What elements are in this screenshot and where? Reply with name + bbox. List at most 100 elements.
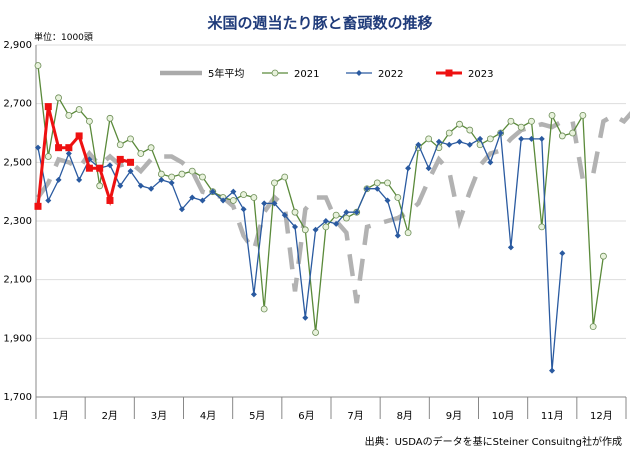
data-point (65, 112, 73, 119)
data-point (35, 144, 41, 151)
data-point (374, 185, 381, 192)
data-point (240, 191, 248, 199)
legend-label: 5年平均 (208, 67, 244, 80)
legend-label: 2021 (294, 69, 319, 80)
data-point (302, 314, 309, 321)
data-point (189, 194, 196, 201)
data-point (435, 138, 442, 145)
data-point (117, 182, 124, 189)
month-label: 3月 (151, 410, 167, 422)
data-point (127, 158, 135, 166)
legend-marker (271, 69, 279, 77)
data-point (518, 135, 525, 142)
data-point (137, 150, 145, 157)
data-point (404, 229, 412, 237)
data-point (466, 126, 474, 134)
data-point (44, 103, 52, 111)
data-point (85, 164, 93, 172)
data-point (178, 206, 185, 213)
y-tick-label: 2,100 (3, 275, 32, 286)
series-line (36, 106, 131, 207)
data-point (579, 112, 587, 119)
data-point (569, 129, 576, 137)
data-point (497, 130, 504, 136)
data-point (168, 179, 175, 186)
data-point (312, 226, 319, 233)
legend-label: 2023 (468, 69, 493, 80)
data-point (301, 226, 309, 234)
month-label: 7月 (347, 410, 363, 422)
data-point (363, 185, 370, 192)
data-point (456, 138, 463, 145)
data-point (549, 367, 556, 374)
data-point (517, 123, 525, 131)
month-label: 10月 (492, 410, 515, 422)
data-point (178, 170, 186, 178)
series-2023 (34, 103, 135, 210)
data-point (548, 112, 556, 119)
data-point (148, 185, 155, 192)
data-point (477, 135, 484, 142)
data-point (528, 135, 535, 142)
data-point (230, 188, 237, 195)
data-point (44, 153, 52, 160)
data-point (96, 182, 104, 190)
legend-item: 2022 (346, 69, 403, 80)
data-point (127, 135, 134, 143)
data-point (75, 132, 83, 140)
legend-item: 5年平均 (160, 67, 244, 80)
data-point (322, 223, 330, 231)
data-point (333, 220, 340, 227)
data-point (260, 305, 268, 313)
data-point (158, 176, 165, 183)
data-point (373, 179, 381, 187)
data-point (127, 168, 134, 175)
y-tick-label: 2,700 (3, 99, 32, 110)
data-point (559, 250, 566, 257)
x-axis: 1月 2月 3月 4月 5月 6月 7月 8月 9月 10月 11月 12月 (35, 397, 627, 422)
data-point (538, 223, 546, 231)
data-point (168, 173, 176, 181)
legend: 5年平均 2021 2022 2023 (160, 67, 493, 80)
month-label: 5月 (249, 410, 265, 422)
month-label: 9月 (446, 410, 462, 422)
data-point (589, 323, 597, 331)
month-label: 11月 (541, 410, 564, 422)
data-point (229, 197, 237, 204)
data-point (55, 94, 62, 102)
data-point (137, 182, 144, 189)
data-point (507, 244, 514, 251)
data-point (425, 135, 433, 143)
data-point (250, 291, 257, 298)
data-point (600, 252, 607, 260)
series-line (36, 111, 630, 304)
data-point (199, 173, 206, 181)
unit-label: 単位：1000頭 (34, 31, 93, 43)
data-point (486, 135, 494, 143)
data-point (281, 173, 289, 181)
data-point (188, 167, 196, 175)
y-tick-label: 2,900 (3, 40, 32, 51)
data-point (271, 200, 278, 207)
data-point (34, 202, 42, 210)
data-point (487, 159, 494, 166)
data-point (312, 329, 319, 336)
legend-item: 2021 (262, 69, 319, 80)
data-point (271, 179, 278, 187)
data-point (240, 206, 247, 213)
data-point (558, 132, 566, 140)
data-point (199, 197, 206, 204)
data-point (75, 106, 83, 113)
source-note: 出典：USDAのデータを基にSteiner Consuitng社が作成 (365, 435, 622, 448)
month-label: 2月 (102, 410, 118, 422)
data-point (394, 194, 402, 201)
data-point (446, 141, 453, 148)
data-point (45, 197, 52, 204)
data-point (157, 170, 165, 178)
chart-title: 米国の週当たり豚と畜頭数の推移 (207, 14, 432, 32)
data-point (291, 208, 299, 216)
data-point (106, 114, 114, 122)
data-point (425, 165, 432, 172)
data-point (415, 141, 422, 148)
